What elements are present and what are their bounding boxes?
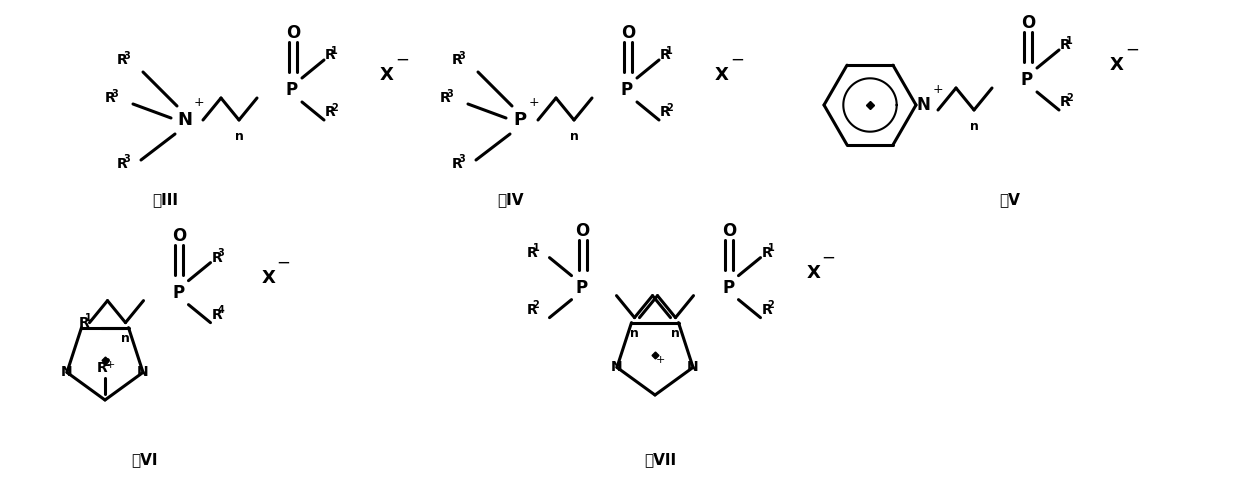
Text: 2: 2 xyxy=(666,103,673,113)
Text: O: O xyxy=(575,222,590,239)
Text: R: R xyxy=(117,157,128,171)
Text: 2: 2 xyxy=(331,103,339,113)
Text: 式IV: 式IV xyxy=(497,193,523,208)
Text: R: R xyxy=(527,303,537,317)
Text: n: n xyxy=(569,129,578,142)
Text: 3: 3 xyxy=(123,154,130,164)
Text: R: R xyxy=(325,105,336,119)
Text: −: − xyxy=(396,51,409,69)
Text: −: − xyxy=(822,248,836,267)
Text: O: O xyxy=(621,24,635,42)
Text: +: + xyxy=(105,360,114,370)
Text: R: R xyxy=(117,53,128,67)
Text: N: N xyxy=(138,365,149,379)
Text: 2: 2 xyxy=(1066,93,1073,103)
Text: R: R xyxy=(453,157,463,171)
Text: X: X xyxy=(715,66,729,84)
Text: O: O xyxy=(723,222,737,239)
Text: P: P xyxy=(172,284,185,302)
Text: N: N xyxy=(916,96,930,114)
Text: n: n xyxy=(671,327,680,340)
Text: 2: 2 xyxy=(533,300,539,310)
Text: 1: 1 xyxy=(768,243,775,253)
Text: R: R xyxy=(761,245,773,260)
Text: 式VII: 式VII xyxy=(644,453,676,467)
Text: P: P xyxy=(286,81,298,99)
Text: 1: 1 xyxy=(1066,36,1073,45)
Text: n: n xyxy=(970,120,978,132)
Text: +: + xyxy=(193,96,205,109)
Text: n: n xyxy=(630,327,639,340)
Text: R: R xyxy=(1060,95,1071,109)
Text: N: N xyxy=(177,111,192,129)
Text: 3: 3 xyxy=(459,154,465,164)
Text: R: R xyxy=(97,361,108,375)
Text: −: − xyxy=(277,254,290,272)
Text: N: N xyxy=(687,360,699,374)
Text: R: R xyxy=(212,250,222,265)
Text: +: + xyxy=(528,96,539,109)
Text: X: X xyxy=(1110,56,1123,74)
Text: R: R xyxy=(660,48,671,62)
Text: X: X xyxy=(806,264,821,282)
Text: 1: 1 xyxy=(533,243,539,253)
Text: N: N xyxy=(61,365,73,379)
Text: +: + xyxy=(655,355,665,365)
Text: R: R xyxy=(440,91,451,105)
Text: n: n xyxy=(122,332,130,345)
Text: R: R xyxy=(660,105,671,119)
Text: P: P xyxy=(723,279,734,297)
Text: 3: 3 xyxy=(446,89,453,99)
Text: O: O xyxy=(1021,14,1035,32)
Text: −: − xyxy=(730,51,744,69)
Text: X: X xyxy=(381,66,394,84)
Text: 2: 2 xyxy=(768,300,775,310)
Text: P: P xyxy=(621,81,634,99)
Text: P: P xyxy=(575,279,588,297)
Text: R: R xyxy=(453,53,463,67)
Text: O: O xyxy=(172,227,186,244)
Text: 1: 1 xyxy=(666,45,673,55)
Text: X: X xyxy=(262,269,275,287)
Text: P: P xyxy=(1021,71,1033,89)
Text: 4: 4 xyxy=(218,305,224,315)
Text: P: P xyxy=(513,111,527,129)
Text: R: R xyxy=(325,48,336,62)
Text: −: − xyxy=(1125,41,1138,59)
Text: R: R xyxy=(105,91,115,105)
Text: R: R xyxy=(527,245,537,260)
Text: 1: 1 xyxy=(331,45,339,55)
Text: 3: 3 xyxy=(123,50,130,60)
Text: 式III: 式III xyxy=(153,193,179,208)
Text: R: R xyxy=(78,316,89,329)
Text: O: O xyxy=(286,24,300,42)
Text: 2: 2 xyxy=(103,359,110,369)
Text: R: R xyxy=(1060,38,1071,52)
Text: 3: 3 xyxy=(459,50,465,60)
Text: N: N xyxy=(611,360,622,374)
Text: 3: 3 xyxy=(218,248,224,258)
Text: 式VI: 式VI xyxy=(131,453,159,467)
Text: R: R xyxy=(212,308,222,321)
Text: +: + xyxy=(932,82,944,96)
Text: n: n xyxy=(234,129,243,142)
Text: R: R xyxy=(761,303,773,317)
Text: 1: 1 xyxy=(84,313,92,323)
Text: 式V: 式V xyxy=(999,193,1021,208)
Text: 3: 3 xyxy=(112,89,118,99)
